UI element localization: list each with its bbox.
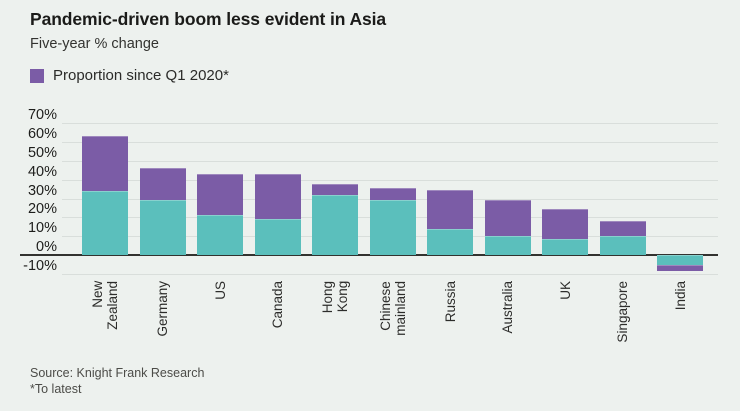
bar-segment-since-q1-2020: [427, 190, 473, 229]
x-axis-label-slot: Germany: [140, 281, 186, 365]
plot-area: [62, 123, 718, 275]
x-axis-label-slot: Canada: [255, 281, 301, 365]
bars-container: [62, 123, 718, 274]
bar-australia: [484, 123, 531, 274]
bar-segment-since-q1-2020: [312, 184, 358, 195]
source-note: Source: Knight Frank Research: [30, 366, 205, 380]
x-axis-label-slot: India: [657, 281, 703, 365]
bar-segment-since-q1-2020: [82, 136, 128, 191]
x-axis-label: New Zealand: [90, 281, 120, 330]
x-axis-label-slot: Australia: [485, 281, 531, 365]
bar-segment-pre-2020: [197, 214, 243, 256]
y-axis-label: 70%: [27, 107, 57, 123]
legend-swatch-purple: [30, 68, 44, 83]
bar-segment-since-q1-2020: [484, 200, 531, 237]
bar-segment-pre-2020: [139, 200, 186, 256]
bar-segment-pre-2020: [484, 236, 531, 256]
x-axis-label: Canada: [270, 281, 285, 329]
footnote: *To latest: [30, 382, 82, 396]
y-axis-label: 50%: [27, 144, 57, 161]
bar-segment-pre-2020: [82, 190, 128, 256]
gridline: [62, 160, 718, 162]
bar-segment-pre-2020: [254, 219, 301, 256]
bar-russia: [427, 123, 473, 274]
x-axis-label-slot: US: [197, 281, 243, 365]
x-axis-label: Singapore: [615, 281, 630, 343]
bar-singapore: [599, 123, 646, 274]
bar-segment-pre-2020: [369, 200, 416, 256]
bar-india: [657, 123, 703, 274]
bar-new-zealand: [82, 123, 128, 274]
bar-segment-pre-2020: [312, 194, 358, 256]
y-axis-label: 10%: [27, 220, 57, 237]
x-axis-label: US: [212, 281, 228, 300]
legend-label: Proportion since Q1 2020*: [53, 67, 229, 84]
x-axis-labels: New Zealand Germany US Canada Hong Kong Chine…: [82, 281, 703, 365]
bar-canada: [254, 123, 301, 274]
x-axis-label: India: [672, 281, 688, 311]
x-axis-label-slot: New Zealand: [82, 281, 128, 365]
bar-segment-since-q1-2020: [197, 173, 243, 215]
x-axis-label: Hong Kong: [320, 281, 350, 314]
bar-germany: [139, 123, 186, 274]
bar-segment-since-q1-2020: [254, 173, 301, 220]
bar-chinese-mainland: [369, 123, 416, 274]
chart-title: Pandemic-driven boom less evident in Asi…: [30, 9, 387, 29]
bar-segment-pre-2020: [657, 255, 703, 265]
bar-segment-pre-2020: [599, 236, 646, 256]
y-axis-label: 20%: [27, 201, 57, 218]
bar-uk: [542, 123, 588, 274]
bar-segment-since-q1-2020: [657, 264, 703, 271]
x-axis-label: Chinese mainland: [377, 281, 408, 336]
x-axis-label: Russia: [442, 281, 458, 323]
y-axis-label: 60%: [27, 125, 57, 142]
legend: Proportion since Q1 2020*: [30, 67, 229, 84]
zero-axis-line: [20, 254, 718, 256]
y-axis-label: -10%: [23, 258, 57, 274]
x-axis-label-slot: Singapore: [600, 281, 646, 365]
gridline: [62, 141, 718, 143]
x-axis-label-slot: UK: [542, 281, 588, 365]
bar-segment-since-q1-2020: [599, 221, 646, 237]
bar-segment-pre-2020: [542, 239, 588, 256]
y-axis-label: 0%: [36, 239, 57, 256]
bar-segment-since-q1-2020: [369, 188, 416, 201]
y-axis-label: 30%: [27, 182, 57, 199]
x-axis-label: UK: [557, 281, 573, 300]
bar-segment-pre-2020: [427, 228, 473, 256]
x-axis-label-slot: Russia: [427, 281, 473, 365]
y-axis-labels: 70% 60% 50% 40% 30% 20% 10% 0% -10%: [0, 107, 57, 274]
chart-subtitle: Five-year % change: [30, 36, 159, 52]
gridline: [62, 179, 718, 181]
x-axis-label: Australia: [500, 281, 515, 334]
bar-hong-kong: [312, 123, 358, 274]
gridline: [62, 274, 718, 275]
x-axis-label: Germany: [155, 281, 170, 337]
bar-us: [197, 123, 243, 274]
bar-segment-since-q1-2020: [542, 208, 588, 240]
y-axis-label: 40%: [27, 163, 57, 180]
x-axis-label-slot: Chinese mainland: [370, 281, 416, 365]
x-axis-label-slot: Hong Kong: [312, 281, 358, 365]
gridline: [62, 123, 718, 124]
bar-segment-since-q1-2020: [139, 168, 186, 201]
